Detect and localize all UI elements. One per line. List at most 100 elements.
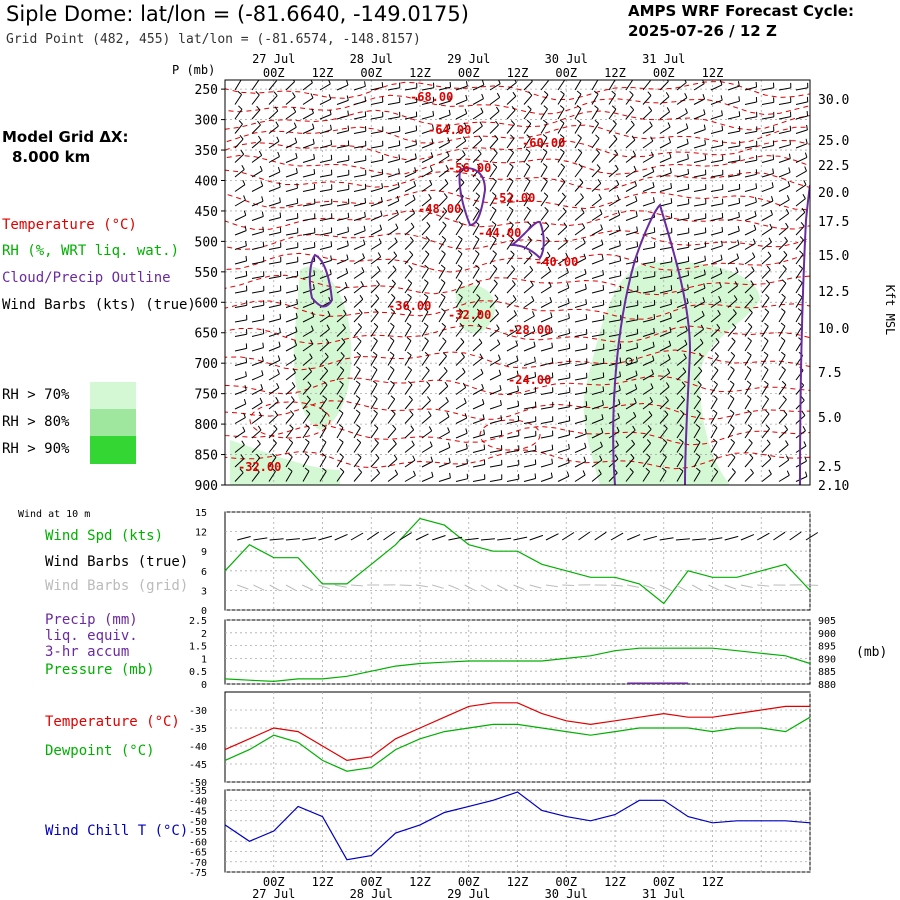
wind-barb: [761, 140, 775, 149]
wind-barb-flag: [596, 164, 601, 169]
wind-barb: [710, 295, 722, 308]
wind-barb-staff: [268, 201, 281, 207]
wind-barb: [268, 424, 278, 439]
wind-barb-flag: [508, 206, 514, 211]
wind-barb: [370, 380, 378, 395]
wind-barb-staff: [693, 113, 706, 120]
wind-barb-staff: [557, 122, 565, 134]
wind-barb-staff: [285, 142, 297, 149]
wind-barb: [523, 386, 537, 395]
wind-barb-flag: [432, 110, 435, 116]
wind-barb: [285, 137, 298, 149]
wind-barb: [319, 467, 327, 482]
wind-barb-flag: [512, 295, 517, 300]
wind-barb-flag: [576, 119, 582, 124]
wind-barb-flag: [372, 395, 378, 400]
wind-barb: [472, 264, 480, 279]
wind-barb-staff: [506, 344, 518, 352]
wind-barb: [710, 169, 724, 178]
wind-barb-staff: [319, 427, 327, 439]
wind-barb: [285, 80, 296, 91]
wind-barb-staff: [523, 269, 534, 279]
wind-barb: [285, 227, 299, 236]
wind-barb: [455, 122, 467, 134]
wind-barb-flag: [396, 209, 399, 215]
wind-barb-flag: [661, 467, 667, 472]
wind-barb-staff: [336, 313, 347, 323]
wind-barb: [438, 337, 447, 352]
wind-barb-staff: [557, 94, 565, 105]
wind-barb-staff: [489, 478, 502, 482]
legend-cloud-outline: Cloud/Precip Outline: [2, 270, 171, 286]
wind-chill-panel-ytick: -75: [189, 868, 207, 879]
wind-barb-staff: [710, 114, 723, 120]
wind-barb: [251, 135, 262, 149]
wind-barb: [608, 270, 622, 279]
wind-barb-staff: [251, 471, 260, 482]
wind-barb: [353, 395, 361, 410]
time-tick-label-bottom: 12Z: [702, 875, 724, 889]
precip-panel-ytick-right: 890: [818, 654, 836, 665]
wind-barb-staff: [676, 442, 684, 453]
wind-barb-staff: [778, 399, 787, 410]
wind-barb-flag: [780, 351, 786, 356]
wind-barb-flag: [475, 279, 481, 284]
wind-barb-staff: [438, 225, 447, 236]
wind-barb-flag: [633, 165, 637, 171]
wind-barb-flag: [347, 212, 350, 218]
wind-barb-flag: [294, 340, 298, 346]
wind-barb: [676, 213, 690, 221]
wind-barb-staff: [591, 213, 603, 221]
wind-barb-flag: [426, 381, 431, 386]
wind-barb-staff: [472, 167, 481, 178]
wind-barb-flag: [423, 308, 429, 312]
wind-barb: [251, 256, 265, 265]
wind-barb-staff: [421, 445, 433, 453]
wind-barb-staff: [421, 268, 429, 279]
wind-barb-staff: [659, 372, 670, 381]
wind-barb: [574, 80, 582, 91]
wind-barb-flag: [462, 150, 466, 156]
wind-barb-staff: [455, 448, 468, 453]
wind-panel-frame: [224, 511, 811, 611]
wind-barb-flag: [732, 309, 737, 314]
wind-barb-staff: [404, 399, 413, 410]
wind-barb-flag: [619, 357, 622, 363]
wind-barb: [319, 352, 329, 366]
wind-barb: [608, 240, 621, 250]
wind-barb-flag: [580, 80, 581, 81]
wind-barb: [693, 366, 703, 381]
wind-barb: [251, 397, 263, 410]
wind-barb-staff: [302, 97, 314, 105]
wind-barb: [761, 182, 774, 192]
wind-barb-staff: [421, 143, 434, 149]
wind-barb-flag: [306, 395, 311, 400]
wind-barb-flag: [781, 380, 787, 386]
rh70-swatch: [90, 382, 136, 409]
wind-barb-flag: [731, 453, 736, 458]
wind-barb: [676, 198, 690, 207]
wind-chill-panel-ytick: -55: [189, 827, 207, 838]
wind-barb-flag: [684, 92, 688, 98]
precip-panel-ytick-right: 895: [818, 642, 836, 653]
wind-barb-grid: [659, 584, 671, 591]
wind-barb: [676, 256, 690, 265]
wind-barb-staff: [744, 413, 752, 424]
wind-barb-flag: [427, 396, 431, 401]
wind-barb-staff: [659, 303, 672, 308]
legend-wind-barbs-grid: Wind Barbs (grid): [45, 578, 189, 594]
wind-barb-true: [383, 531, 396, 541]
wind-barb-flag: [721, 110, 723, 116]
wind-barb-staff: [285, 172, 298, 178]
wind-barb: [285, 92, 296, 105]
wind-barb-staff: [659, 331, 672, 337]
wind-barb-staff: [489, 283, 498, 294]
height-tick-label: 15.0: [818, 249, 849, 264]
wind-barb: [455, 413, 468, 424]
wind-barb: [540, 444, 554, 453]
wind-barb-staff: [574, 258, 586, 265]
wind-barb-flag: [667, 122, 671, 128]
wind-barb: [693, 324, 705, 337]
wind-barb-staff: [353, 427, 361, 439]
